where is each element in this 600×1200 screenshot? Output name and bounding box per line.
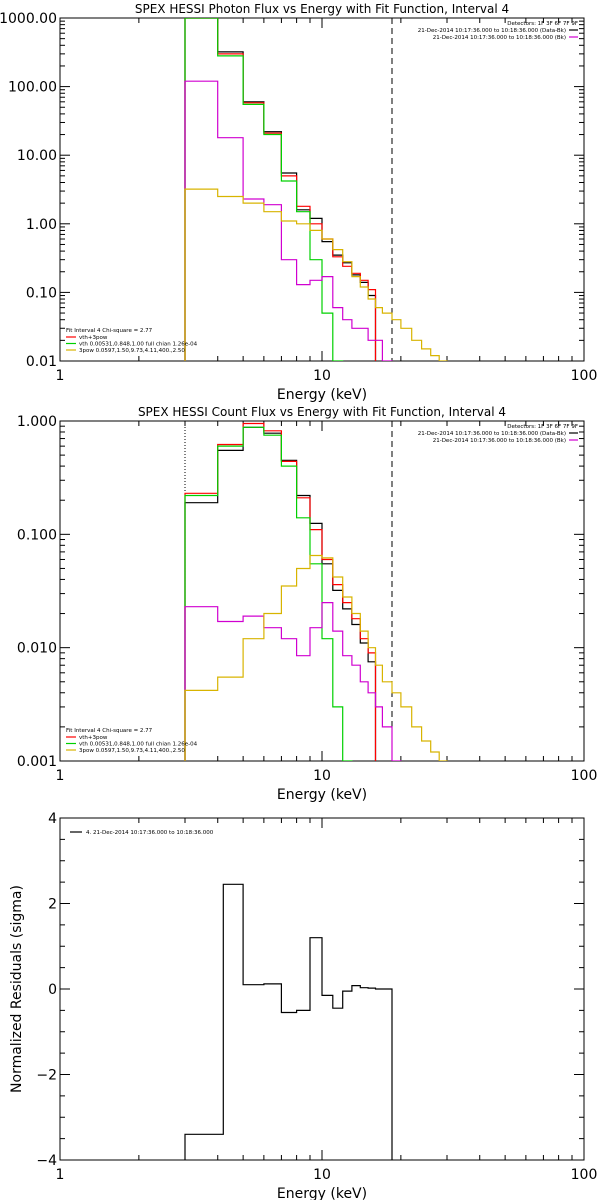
series-layer [184, 422, 448, 761]
x-tick-label: 1 [56, 768, 65, 784]
y-tick-label: 0.001 [17, 754, 57, 770]
legend-left-label: vth 0.00531,0.848,1.00 full chian 1.26e-… [79, 742, 198, 748]
series-line-2 [184, 426, 353, 761]
y-tick-label: 0.01 [26, 354, 57, 370]
legend-left-label: vth 0.00531,0.848,1.00 full chian 1.26e-… [79, 342, 198, 348]
detectors-note: Detectors: 1F 3F 6F 7F 9F [507, 21, 578, 27]
y-tick-label: 100.00 [8, 80, 57, 96]
series-line-4 [184, 188, 448, 361]
chart-panel-3: 1 10 100 4 2 0 −2 −4 Energy (keV) Normalized Resi… [9, 811, 597, 1200]
series-line-3 [184, 80, 393, 361]
series-line-0 [184, 883, 393, 1160]
fit-info: Fit Interval 4 Chi-square = 2.77 [66, 728, 153, 734]
y-tick-label: 2 [48, 897, 57, 913]
series-layer [184, 883, 393, 1160]
y-axis-label: Normalized Residuals (sigma) [9, 885, 25, 1093]
y-tick-label: 10.00 [17, 148, 57, 164]
chart-title: SPEX HESSI Photon Flux vs Energy with Fi… [135, 2, 509, 16]
legend-left-label: 4. 21-Dec-2014 10:17:36.000 to 10:18:36.… [86, 830, 214, 836]
x-tick-label: 1 [56, 368, 65, 384]
detectors-note: Detectors: 1F 3F 6F 7F 9F [507, 424, 578, 430]
x-tick-label: 10 [313, 768, 331, 784]
legend-left-label: vth+3pow [79, 335, 108, 341]
chart-title: SPEX HESSI Count Flux vs Energy with Fit… [138, 405, 506, 419]
series-line-0 [184, 18, 377, 361]
x-tick-label: 100 [571, 368, 598, 384]
legend-right-label: 21-Dec-2014 10:17:36.000 to 10:18:36.000… [433, 438, 566, 444]
y-tick-label: −4 [36, 1153, 57, 1169]
chart-panel-2: 1 10 100 0.001 0.010 0.100 1.000 SPEX HESSI Cou… [17, 405, 597, 803]
series-line-0 [184, 426, 377, 761]
x-axis-label: Energy (keV) [277, 387, 367, 403]
y-tick-label: 1000.00 [0, 11, 57, 27]
x-axis-label: Energy (keV) [277, 787, 367, 803]
y-tick-label: 0.010 [17, 641, 57, 657]
legend-right-label: 21-Dec-2014 10:17:36.000 to 10:18:36.000… [418, 431, 566, 437]
chart-panel-1: 1 10 100 0.01 0.10 1.00 10.00 100.00 1000.00 SPEX… [0, 2, 597, 403]
y-tick-label: 0.100 [17, 527, 57, 543]
y-tick-label: 4 [48, 811, 57, 827]
x-tick-label: 100 [571, 1167, 598, 1183]
y-tick-label: 1.00 [26, 217, 57, 233]
x-tick-label: 10 [313, 368, 331, 384]
x-tick-label: 10 [313, 1167, 331, 1183]
legend-left-label: 3pow 0.0597,1.50,9.73,4.11,400.,2.50 [79, 748, 185, 754]
y-tick-label: 0.10 [26, 285, 57, 301]
series-line-3 [184, 602, 402, 761]
series-line-1 [184, 18, 377, 361]
y-tick-label: 1.000 [17, 414, 57, 430]
x-axis-label: Energy (keV) [277, 1186, 367, 1200]
series-line-2 [184, 18, 344, 361]
y-tick-label: 0 [48, 982, 57, 998]
x-tick-label: 1 [56, 1167, 65, 1183]
legend-right-label: 21-Dec-2014 10:17:36.000 to 10:18:36.000… [433, 35, 566, 41]
legend-right-label: 21-Dec-2014 10:17:36.000 to 10:18:36.000… [418, 28, 566, 34]
fit-info: Fit Interval 4 Chi-square = 2.77 [66, 328, 153, 334]
legend-left-label: vth+3pow [79, 735, 108, 741]
series-line-4 [184, 554, 448, 761]
y-tick-label: −2 [36, 1068, 57, 1084]
series-line-1 [184, 422, 377, 761]
series-layer [184, 18, 448, 361]
x-tick-label: 100 [571, 768, 598, 784]
legend-left-label: 3pow 0.0597,1.50,9.73,4.11,400.,2.50 [79, 348, 185, 354]
